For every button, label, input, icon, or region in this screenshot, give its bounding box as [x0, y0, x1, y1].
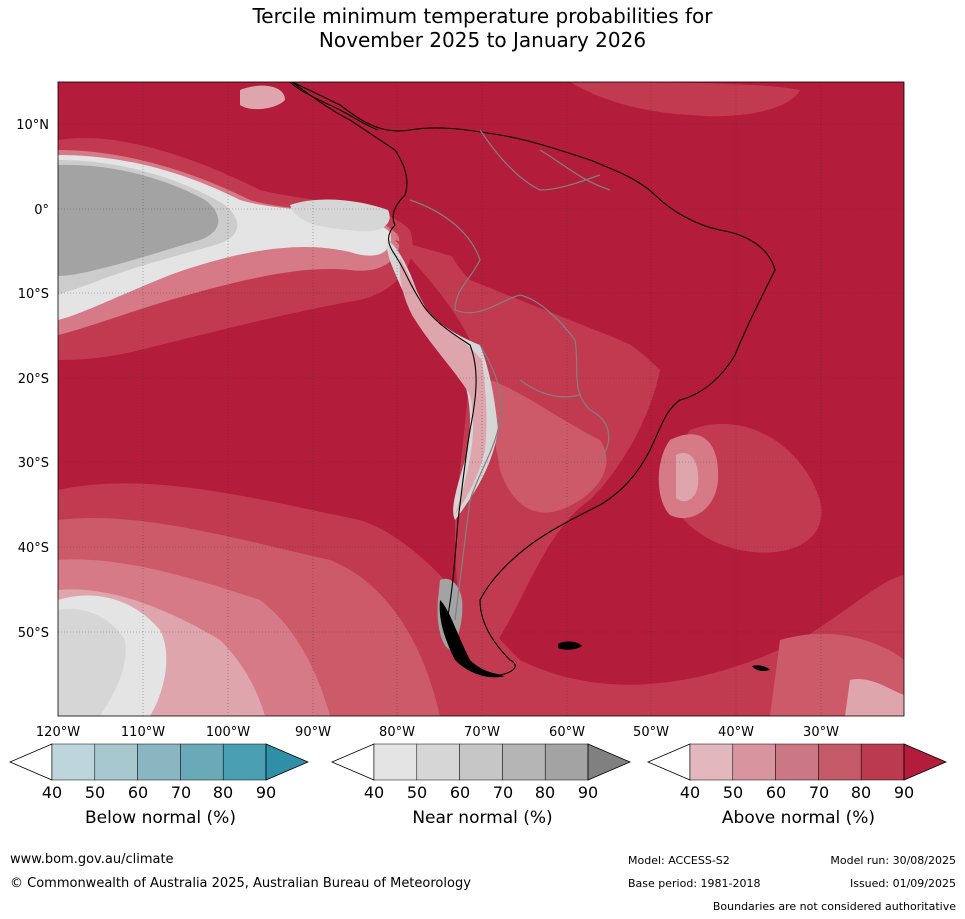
lon-label-60w: 60°W — [549, 725, 585, 740]
lat-label-50s: 50°S — [18, 626, 49, 641]
above-tick-70: 70 — [809, 783, 829, 802]
tierra-del-fuego — [439, 600, 505, 678]
lon-label-50w: 50°W — [633, 725, 669, 740]
above-normal-label: Above normal (%) — [721, 808, 876, 828]
map-frame — [57, 81, 905, 717]
colorbar-near-swatches — [330, 743, 632, 781]
footer-copyright: © Commonwealth of Australia 2025, Austra… — [10, 876, 471, 891]
lat-label-40s: 40°S — [18, 541, 49, 556]
andes-above-50 — [399, 258, 487, 515]
above-tick-50: 50 — [723, 783, 743, 802]
footer-disclaimer: Boundaries are not considered authoritat… — [712, 900, 956, 913]
lon-label-120w: 120°W — [36, 725, 80, 740]
below-tick-60: 60 — [128, 783, 148, 802]
lat-label-0: 0° — [34, 203, 49, 218]
colorbar-swatch-50 — [732, 743, 776, 781]
lat-label-30s: 30°S — [18, 456, 49, 471]
colorbar-above-swatches — [646, 743, 948, 781]
lon-label-30w: 30°W — [803, 725, 839, 740]
below-tick-50: 50 — [85, 783, 105, 802]
northern-coast-pink — [240, 85, 285, 110]
lon-label-80w: 80°W — [379, 725, 415, 740]
colorbar-swatch-60 — [137, 743, 181, 781]
near-tick-90: 90 — [578, 783, 598, 802]
title-line-2: November 2025 to January 2026 — [318, 28, 647, 52]
near-tick-50: 50 — [407, 783, 427, 802]
colorbar-max-extension — [265, 743, 310, 781]
south-atlantic-band-50 — [676, 453, 699, 502]
longitude-labels: 120°W 110°W 100°W 90°W 80°W 70°W 60°W 50… — [36, 725, 839, 740]
colorbar-swatch-40 — [689, 743, 734, 781]
colorbar-swatch-70 — [180, 743, 224, 781]
south-america-land-70 — [489, 380, 607, 513]
near-tick-40: 40 — [364, 783, 384, 802]
colorbar-max-extension — [903, 743, 948, 781]
colorbar-min-extension — [8, 743, 53, 781]
colorbar-near-ticks: 40 50 60 70 80 90 — [364, 783, 598, 802]
chart-title: Tercile minimum temperature probabilitie… — [0, 4, 965, 52]
footer-url[interactable]: www.bom.gov.au/climate — [10, 852, 174, 867]
near-tick-80: 80 — [535, 783, 555, 802]
lon-label-110w: 110°W — [121, 725, 165, 740]
footer-issued: Issued: 01/09/2025 — [849, 877, 956, 890]
near-tick-60: 60 — [450, 783, 470, 802]
colorbar-swatch-60 — [775, 743, 819, 781]
colorbar-swatch-40 — [373, 743, 418, 781]
above-tick-60: 60 — [766, 783, 786, 802]
title-line-1: Tercile minimum temperature probabilitie… — [252, 4, 713, 28]
colorbar-below-normal: 40 50 60 70 80 90 — [8, 743, 310, 802]
lat-label-20s: 20°S — [18, 372, 49, 387]
near-tick-70: 70 — [493, 783, 513, 802]
amazon-land-90 — [427, 136, 768, 354]
colorbar-min-extension — [646, 743, 691, 781]
above-tick-80: 80 — [851, 783, 871, 802]
falklands — [558, 641, 582, 650]
colorbar-swatch-80 — [860, 743, 905, 781]
colorbar-above-ticks: 40 50 60 70 80 90 — [680, 783, 914, 802]
colorbar-swatch-40 — [51, 743, 96, 781]
below-tick-80: 80 — [213, 783, 233, 802]
lat-label-10s: 10°S — [18, 287, 49, 302]
near-normal-label: Near normal (%) — [412, 808, 553, 828]
above-tick-90: 90 — [894, 783, 914, 802]
lon-label-100w: 100°W — [206, 725, 250, 740]
colorbar-max-extension — [587, 743, 632, 781]
footer-model: Model: ACCESS-S2 — [628, 854, 730, 867]
lat-label-10n: 10°N — [16, 118, 49, 133]
galapagos-near-patch — [290, 199, 390, 232]
below-tick-90: 90 — [256, 783, 276, 802]
colorbar-below-swatches — [8, 743, 310, 781]
lon-label-70w: 70°W — [464, 725, 500, 740]
colorbar-near-normal: 40 50 60 70 80 90 — [330, 743, 632, 802]
footer-model-run: Model run: 30/08/2025 — [830, 854, 956, 867]
colorbar-below-ticks: 40 50 60 70 80 90 — [42, 783, 276, 802]
latitude-labels: 10°N 0° 10°S 20°S 30°S 40°S 50°S — [16, 118, 49, 641]
colorbar-swatch-70 — [502, 743, 546, 781]
southeast-band-50 — [845, 678, 904, 716]
central-america-coastline — [289, 82, 379, 131]
south-america-coastline — [291, 82, 776, 676]
colorbar-min-extension — [330, 743, 375, 781]
colorbar-swatch-60 — [459, 743, 503, 781]
south-georgia — [752, 665, 770, 671]
colorbar-swatch-70 — [818, 743, 862, 781]
colorbar-above-normal: 40 50 60 70 80 90 — [646, 743, 948, 802]
below-normal-label: Below normal (%) — [85, 808, 236, 828]
colorbar-swatch-80 — [222, 743, 267, 781]
below-tick-40: 40 — [42, 783, 62, 802]
below-tick-70: 70 — [171, 783, 191, 802]
footer-base-period: Base period: 1981-2018 — [628, 877, 761, 890]
lon-label-90w: 90°W — [295, 725, 331, 740]
colorbar-swatch-50 — [94, 743, 138, 781]
colorbar-swatch-50 — [416, 743, 460, 781]
colorbar-swatch-80 — [544, 743, 589, 781]
eq-pacific-near-90 — [58, 164, 219, 276]
above-tick-40: 40 — [680, 783, 700, 802]
south-pacific-near-60 — [58, 608, 126, 716]
lon-label-40w: 40°W — [718, 725, 754, 740]
probability-map: 10°N 0° 10°S 20°S 30°S 40°S 50°S 120°W 1… — [16, 81, 905, 740]
caribbean-80 — [570, 82, 800, 117]
country-borders — [409, 129, 611, 621]
